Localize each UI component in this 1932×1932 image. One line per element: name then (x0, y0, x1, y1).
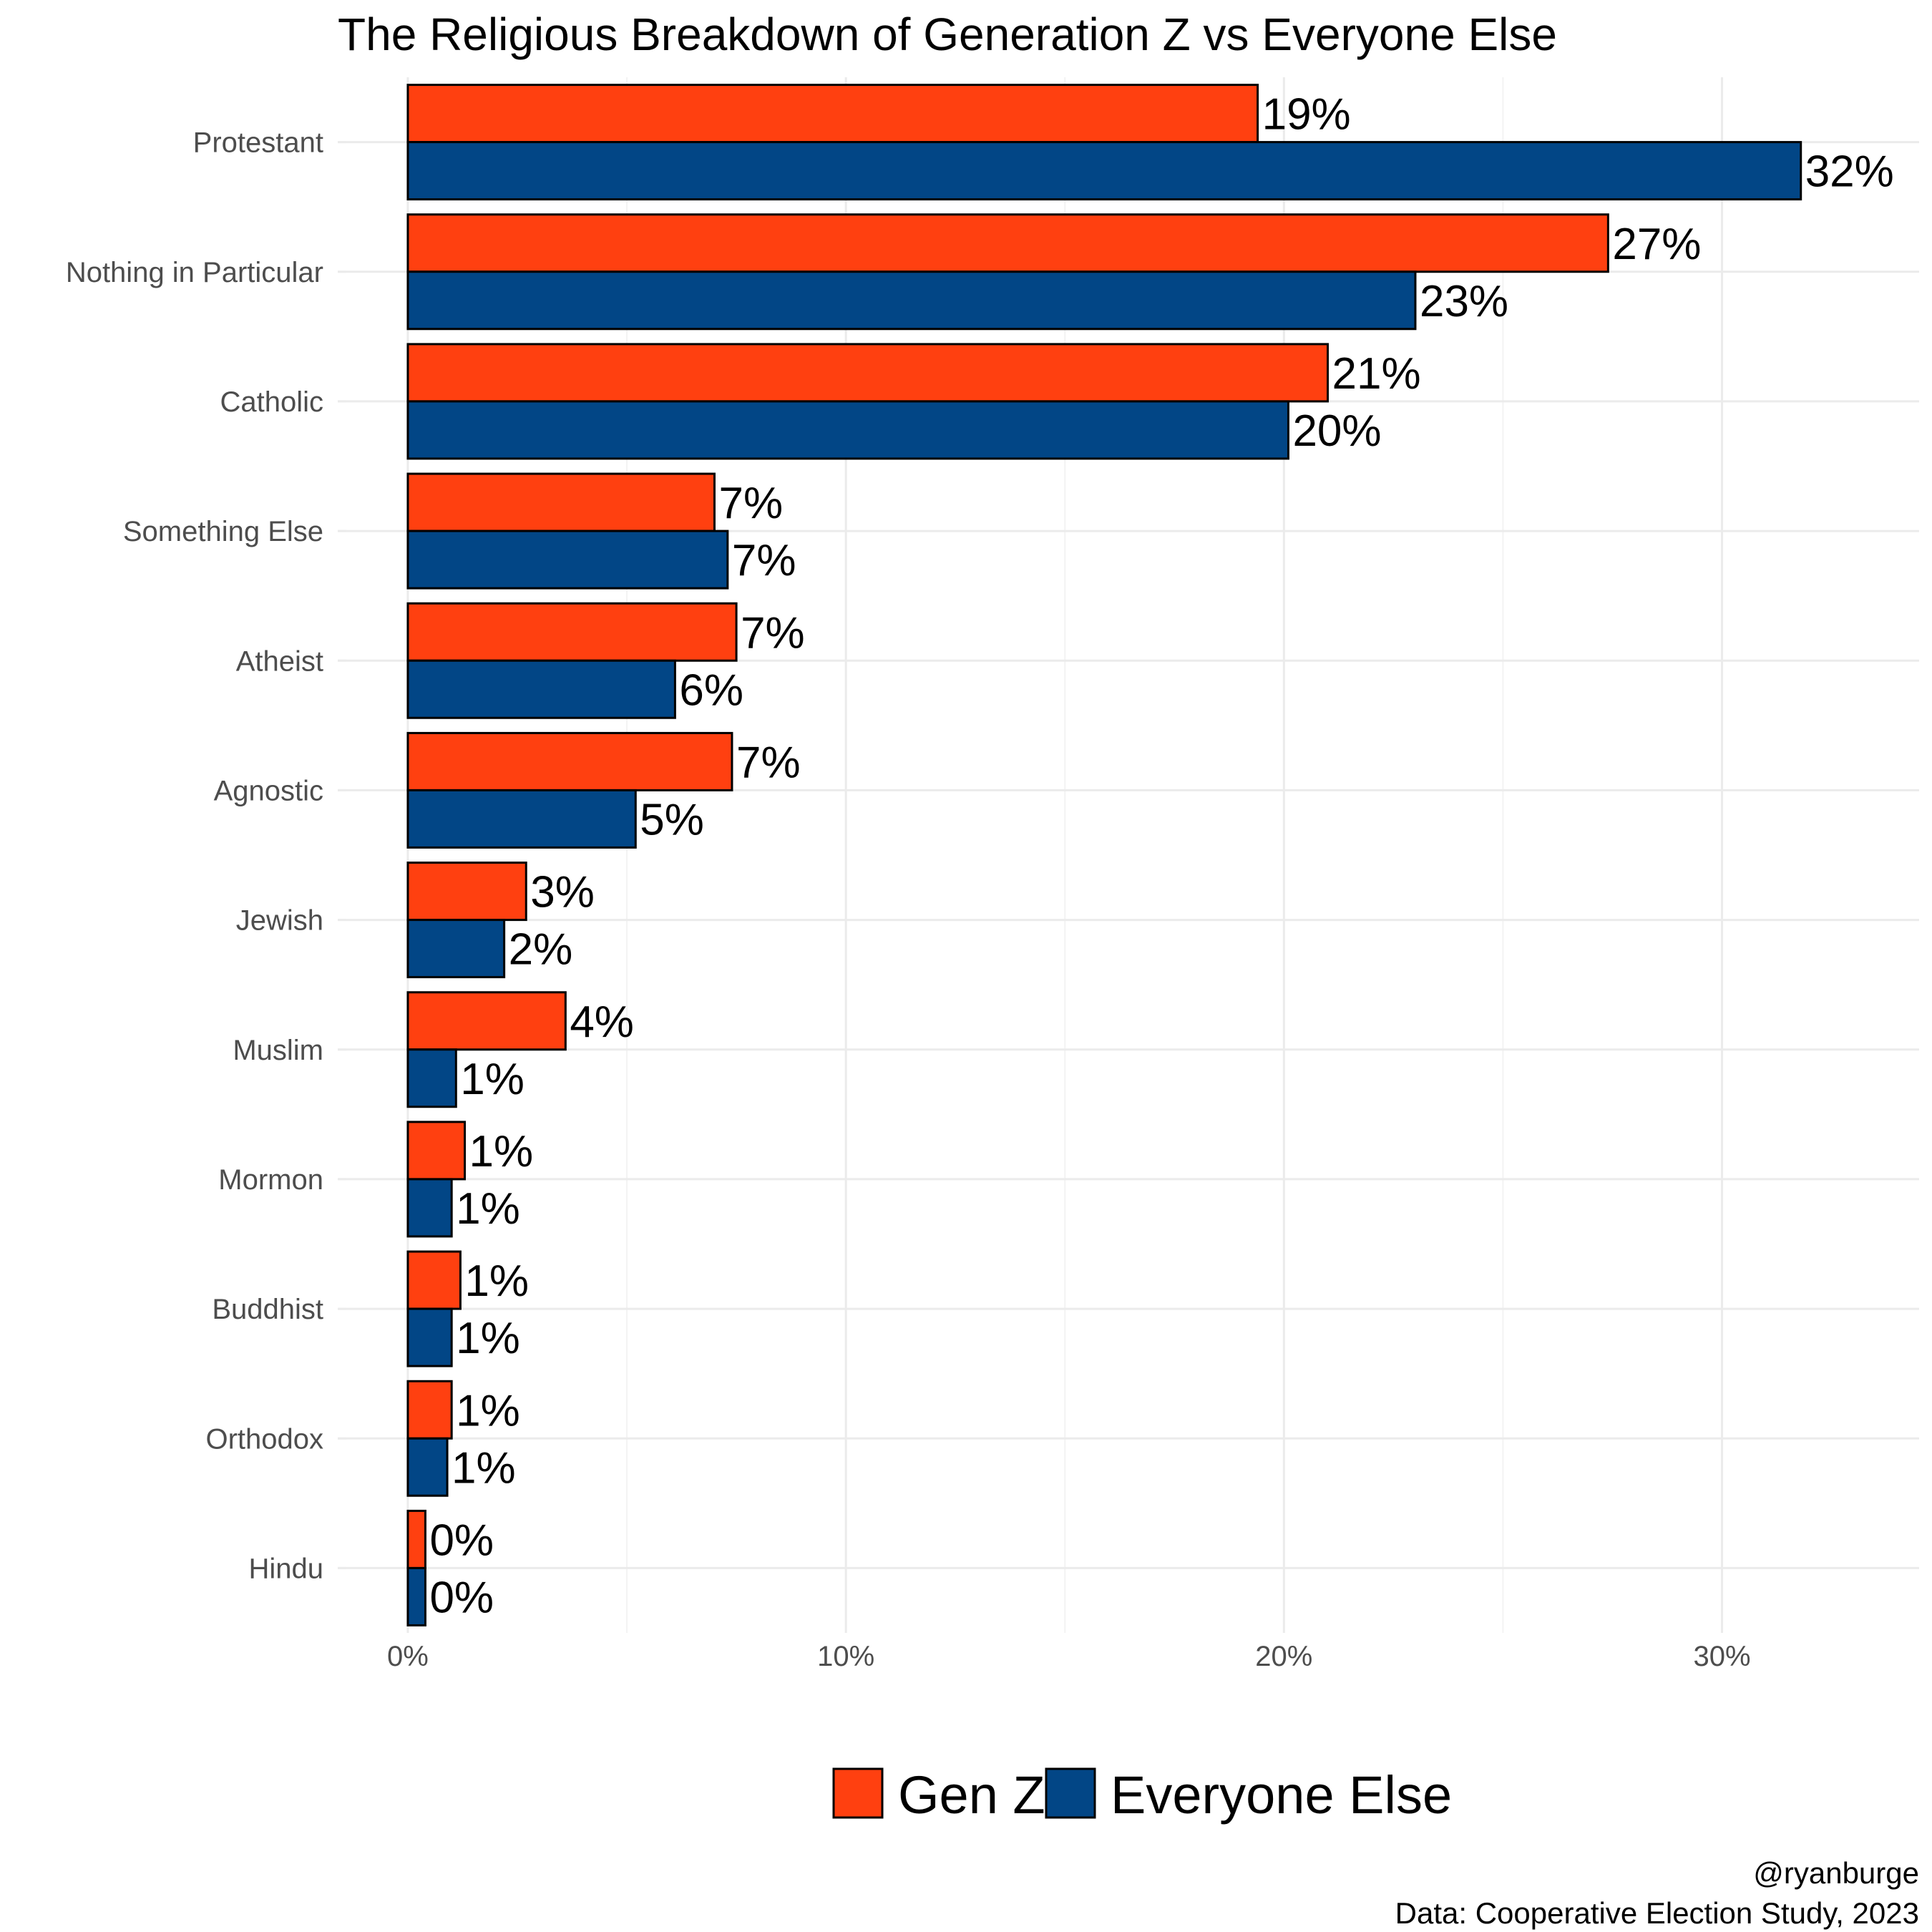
data-label: 4% (570, 997, 634, 1047)
bar-gen-z (406, 1509, 426, 1569)
data-label: 1% (456, 1184, 520, 1234)
legend-swatch-everyone-else (1045, 1767, 1096, 1819)
category-label: Atheist (236, 645, 323, 677)
bar-gen-z (406, 602, 738, 662)
caption-handle: @ryanburge (1753, 1856, 1919, 1890)
legend: Gen Z Everyone Else (832, 1765, 1452, 1825)
bar-everyone-else (406, 659, 676, 719)
data-label: 5% (640, 795, 704, 844)
bar-gen-z (406, 1380, 453, 1440)
data-label: 1% (456, 1314, 520, 1363)
category-label: Something Else (123, 516, 323, 547)
bar-gen-z (406, 731, 733, 791)
bar-everyone-else (406, 1048, 457, 1108)
category-label: Orthodox (205, 1423, 323, 1455)
data-label: 32% (1805, 147, 1894, 197)
y-axis: Protestant Nothing in Particular Catholic S… (66, 127, 346, 1584)
bar-gen-z (406, 1250, 462, 1310)
legend-label: Everyone Else (1111, 1765, 1452, 1825)
data-label: 2% (509, 925, 573, 975)
data-label: 3% (530, 868, 595, 917)
value-labels: 19% 32% 27% 23% 21% 20% 7% 7% 7% 6% 7% 5% 3% 2% 4% 1% 1%… (429, 90, 1893, 1623)
bar-everyone-else (406, 400, 1289, 460)
category-label: Buddhist (212, 1294, 323, 1325)
x-tick-label: 30% (1693, 1641, 1750, 1672)
data-label: 23% (1420, 277, 1508, 326)
x-tick-label: 0% (387, 1641, 429, 1672)
category-label: Agnostic (214, 775, 323, 806)
chart-title: The Religious Breakdown of Generation Z … (338, 9, 1557, 60)
data-label: 1% (452, 1443, 516, 1493)
data-label: 20% (1292, 406, 1381, 456)
bar-everyone-else (406, 141, 1802, 201)
bar-everyone-else (406, 270, 1417, 331)
bar-everyone-else (406, 530, 729, 590)
x-axis: 0% 10% 20% 30% (387, 1641, 1751, 1672)
bar-gen-z (406, 84, 1259, 144)
bar-everyone-else (406, 1566, 426, 1626)
bars (406, 84, 1802, 1626)
data-label: 1% (456, 1386, 520, 1435)
data-label: 0% (429, 1516, 494, 1565)
bar-gen-z (406, 343, 1330, 403)
data-label: 1% (460, 1055, 525, 1104)
legend-swatch-gen-z (832, 1767, 884, 1819)
category-label: Hindu (248, 1553, 323, 1584)
bar-gen-z (406, 213, 1609, 273)
category-label: Jewish (236, 905, 323, 937)
category-label: Mormon (218, 1164, 323, 1196)
data-label: 19% (1262, 90, 1351, 140)
caption-source: Data: Cooperative Election Study, 2023 (1395, 1896, 1919, 1930)
category-label: Muslim (233, 1035, 323, 1066)
bar-gen-z (406, 1121, 467, 1181)
category-label: Nothing in Particular (66, 257, 323, 288)
data-label: 7% (718, 479, 783, 528)
caption: @ryanburge Data: Cooperative Election St… (1395, 1856, 1919, 1930)
bar-everyone-else (406, 1437, 449, 1497)
bar-everyone-else (406, 919, 506, 979)
data-label: 6% (679, 665, 743, 715)
legend-label: Gen Z (898, 1765, 1045, 1825)
data-label: 7% (741, 608, 805, 658)
bar-everyone-else (406, 789, 637, 849)
x-tick-label: 10% (817, 1641, 874, 1672)
bar-gen-z (406, 991, 567, 1051)
bar-gen-z (406, 862, 527, 922)
data-label: 7% (736, 738, 801, 787)
data-label: 21% (1332, 349, 1421, 399)
data-label: 7% (732, 536, 796, 585)
bar-everyone-else (406, 1307, 453, 1367)
data-label: 1% (469, 1127, 534, 1176)
category-label: Protestant (193, 127, 323, 159)
category-label: Catholic (220, 386, 323, 418)
x-tick-label: 20% (1255, 1641, 1312, 1672)
data-label: 0% (429, 1573, 494, 1622)
bar-everyone-else (406, 1178, 453, 1238)
bar-gen-z (406, 472, 716, 532)
data-label: 27% (1612, 220, 1701, 269)
data-label: 1% (464, 1257, 529, 1306)
